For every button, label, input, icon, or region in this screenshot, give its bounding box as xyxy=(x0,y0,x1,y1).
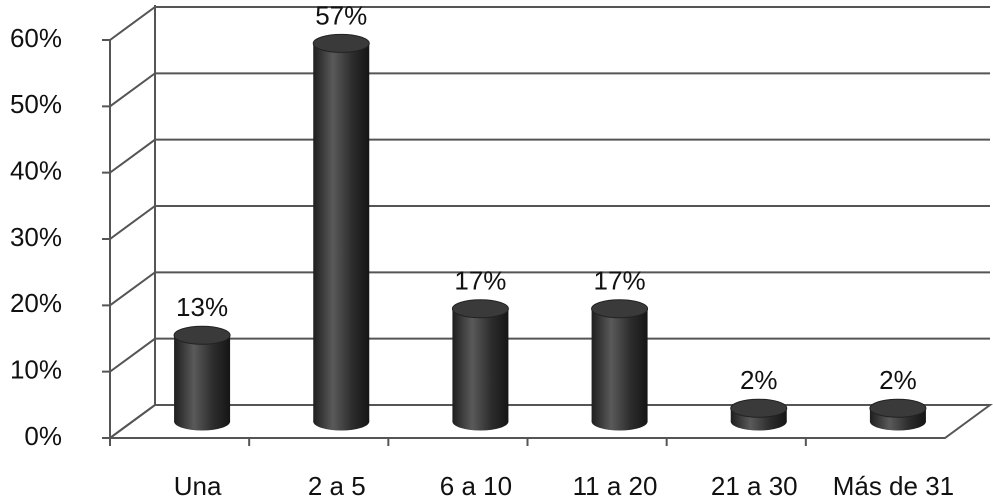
grid-line xyxy=(102,6,990,41)
bar-top xyxy=(869,398,927,418)
bar xyxy=(313,43,370,422)
y-tick-label: 40% xyxy=(10,156,62,186)
x-tick-label: 6 a 10 xyxy=(440,471,512,501)
grid-line xyxy=(102,205,990,240)
y-tick-label: 60% xyxy=(10,23,62,53)
y-tick-label: 10% xyxy=(10,355,62,385)
bar xyxy=(591,308,648,422)
bar-top xyxy=(173,325,231,345)
bar-top xyxy=(730,398,788,418)
value-label: 17% xyxy=(454,266,506,296)
grid-line xyxy=(102,337,990,373)
value-label: 13% xyxy=(176,292,228,322)
grid-line xyxy=(102,404,990,439)
grid-line xyxy=(102,138,990,174)
floor xyxy=(106,404,993,439)
value-label: 2% xyxy=(879,365,917,395)
x-tick-label: 21 a 30 xyxy=(711,471,798,501)
grid-line xyxy=(102,72,990,108)
x-tick-label: Una xyxy=(174,471,222,501)
value-label: 57% xyxy=(315,0,367,30)
x-tick-label: 2 a 5 xyxy=(308,471,366,501)
bar-top xyxy=(451,299,509,319)
value-label: 17% xyxy=(594,266,646,296)
y-tick-label: 30% xyxy=(10,222,62,252)
y-tick-label: 0% xyxy=(24,421,62,451)
x-tick-label: 11 a 20 xyxy=(573,471,658,501)
bar-top xyxy=(312,33,370,53)
x-tick-label: Más de 31 xyxy=(833,471,954,501)
value-label: 2% xyxy=(740,365,778,395)
bar xyxy=(452,308,509,422)
bar-top xyxy=(591,299,649,319)
y-tick-label: 50% xyxy=(10,89,62,119)
bar xyxy=(174,335,231,422)
y-tick-label: 20% xyxy=(10,288,62,318)
grid-line xyxy=(102,271,990,307)
